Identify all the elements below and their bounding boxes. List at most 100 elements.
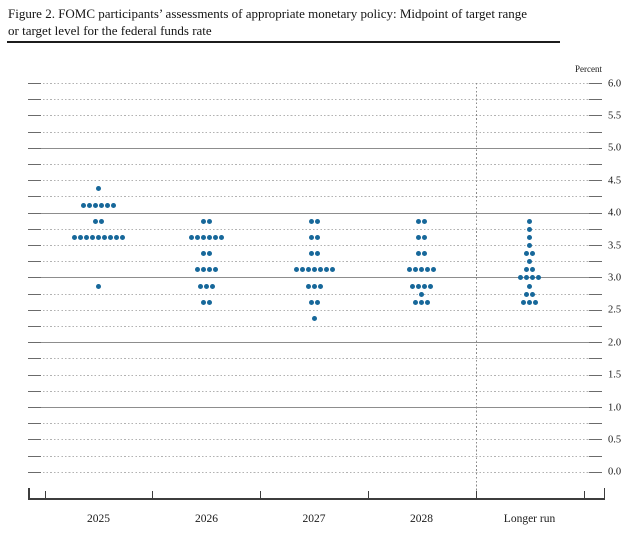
y-axis-label: 1.5 (608, 369, 622, 381)
y-axis-label: 3.0 (608, 272, 622, 284)
longer-run-separator-line (475, 83, 477, 498)
gridline-right-tick (589, 212, 602, 214)
gridline (28, 164, 602, 165)
gridline-right-tick (589, 196, 602, 198)
x-axis-category-label: 2025 (87, 513, 110, 525)
gridline-left-tick (28, 277, 41, 279)
participant-dot (120, 234, 125, 240)
participant-dot (201, 267, 206, 273)
participant-dot (527, 226, 532, 232)
gridline-right-tick (589, 180, 602, 182)
gridline-right-tick (589, 164, 602, 165)
participant-dot (308, 218, 314, 224)
participant-dot (530, 251, 535, 257)
participant-dot (317, 267, 323, 273)
gridline-right-tick (589, 309, 602, 311)
figure-title: Figure 2. FOMC participants’ assessments… (8, 5, 583, 39)
participant-dot (108, 234, 113, 240)
participant-dot (81, 202, 86, 208)
gridline (28, 390, 602, 392)
participant-dot (305, 283, 311, 289)
participant-dot (317, 283, 323, 289)
gridline (28, 342, 602, 344)
gridline (28, 471, 602, 473)
participant-dot (201, 251, 206, 257)
gridline-right-tick (589, 99, 602, 101)
gridline (28, 309, 602, 311)
participant-dot (416, 283, 421, 289)
participant-dot (93, 202, 98, 208)
gridline (28, 180, 602, 182)
gridline-left-tick (28, 439, 41, 441)
y-axis-label: 2.5 (608, 304, 622, 316)
gridline-left-tick (28, 390, 41, 392)
participant-dot (96, 234, 101, 240)
participant-dot (422, 283, 427, 289)
participant-dot (530, 275, 535, 281)
y-axis-label: 4.0 (608, 207, 622, 219)
participant-dot (308, 234, 314, 240)
participant-dot (524, 291, 529, 297)
participant-dot (114, 234, 119, 240)
participant-dot (204, 283, 209, 289)
participant-dot (105, 202, 110, 208)
y-axis-label: 1.0 (608, 402, 622, 413)
participant-dot (201, 299, 206, 305)
gridline-left-tick (28, 407, 41, 408)
participant-dot (305, 267, 311, 273)
gridline-left-tick (28, 180, 41, 182)
participant-dot (518, 275, 523, 281)
gridline (28, 261, 602, 263)
participant-dot (536, 275, 541, 281)
x-axis-category-label: 2028 (410, 513, 433, 525)
gridline-right-tick (589, 326, 602, 327)
participant-dot (99, 202, 104, 208)
participant-dot (72, 234, 77, 240)
participant-dot (527, 283, 532, 289)
participant-dot (201, 234, 206, 240)
y-axis-label: 3.5 (608, 240, 622, 251)
participant-dot (314, 234, 320, 240)
participant-dot (84, 234, 89, 240)
gridline-left-tick (28, 455, 41, 457)
participant-dot (410, 283, 415, 289)
participant-dot (419, 299, 424, 305)
participant-dot (99, 218, 104, 224)
participant-dot (207, 251, 212, 257)
x-axis-corner-tick (28, 488, 30, 498)
participant-dot (78, 234, 83, 240)
gridline-left-tick (28, 131, 41, 133)
gridline-right-tick (589, 261, 602, 263)
gridline-left-tick (28, 309, 41, 311)
gridline (28, 196, 602, 198)
participant-dot (530, 291, 535, 297)
gridline (28, 212, 602, 214)
gridline (28, 131, 602, 133)
participant-dot (521, 299, 526, 305)
x-axis-tick (583, 491, 585, 498)
gridline-left-tick (28, 326, 41, 327)
y-axis-label: 5.5 (608, 110, 622, 122)
gridline-left-tick (28, 471, 41, 473)
gridline (28, 293, 602, 295)
participant-dot (527, 234, 532, 240)
y-axis-unit-label: Percent (575, 64, 602, 74)
x-axis-category-label: 2026 (195, 513, 218, 525)
gridline-right-tick (589, 390, 602, 392)
participant-dot (207, 218, 212, 224)
participant-dot (311, 267, 317, 273)
participant-dot (428, 283, 433, 289)
participant-dot (201, 218, 206, 224)
gridline (28, 228, 602, 230)
gridline-right-tick (589, 277, 602, 279)
participant-dot (111, 202, 116, 208)
gridline-right-tick (589, 131, 602, 133)
gridline-right-tick (589, 115, 602, 117)
gridline (28, 277, 602, 279)
gridline (28, 147, 602, 149)
x-axis-corner-tick (603, 488, 605, 498)
gridline (28, 374, 602, 376)
participant-dot (527, 243, 532, 248)
participant-dot (425, 267, 430, 273)
